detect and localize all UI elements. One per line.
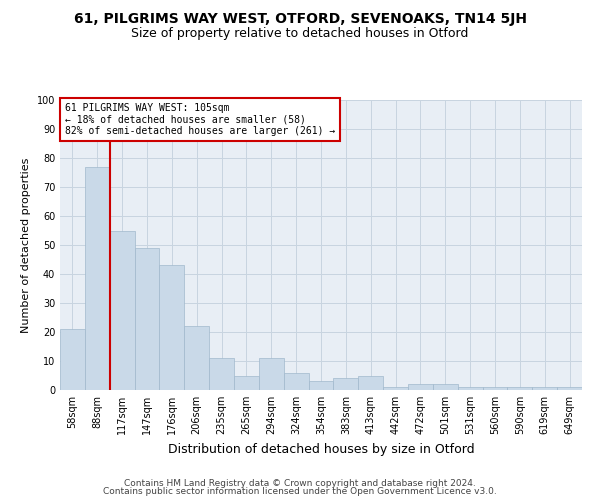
Bar: [134, 248, 160, 390]
Y-axis label: Number of detached properties: Number of detached properties: [21, 158, 31, 332]
Text: Contains public sector information licensed under the Open Government Licence v3: Contains public sector information licen…: [103, 487, 497, 496]
Bar: [284, 372, 308, 390]
Bar: [85, 166, 110, 390]
Bar: [557, 387, 582, 390]
Bar: [60, 329, 85, 390]
Bar: [482, 387, 508, 390]
Bar: [433, 384, 458, 390]
Bar: [234, 376, 259, 390]
Bar: [383, 387, 408, 390]
Bar: [334, 378, 358, 390]
X-axis label: Distribution of detached houses by size in Otford: Distribution of detached houses by size …: [167, 442, 475, 456]
Bar: [259, 358, 284, 390]
Bar: [508, 387, 532, 390]
Text: 61, PILGRIMS WAY WEST, OTFORD, SEVENOAKS, TN14 5JH: 61, PILGRIMS WAY WEST, OTFORD, SEVENOAKS…: [74, 12, 527, 26]
Bar: [110, 230, 134, 390]
Bar: [532, 387, 557, 390]
Bar: [160, 266, 184, 390]
Bar: [209, 358, 234, 390]
Text: 61 PILGRIMS WAY WEST: 105sqm
← 18% of detached houses are smaller (58)
82% of se: 61 PILGRIMS WAY WEST: 105sqm ← 18% of de…: [65, 103, 335, 136]
Text: Contains HM Land Registry data © Crown copyright and database right 2024.: Contains HM Land Registry data © Crown c…: [124, 478, 476, 488]
Bar: [458, 387, 482, 390]
Bar: [184, 326, 209, 390]
Bar: [408, 384, 433, 390]
Bar: [308, 382, 334, 390]
Bar: [358, 376, 383, 390]
Text: Size of property relative to detached houses in Otford: Size of property relative to detached ho…: [131, 28, 469, 40]
